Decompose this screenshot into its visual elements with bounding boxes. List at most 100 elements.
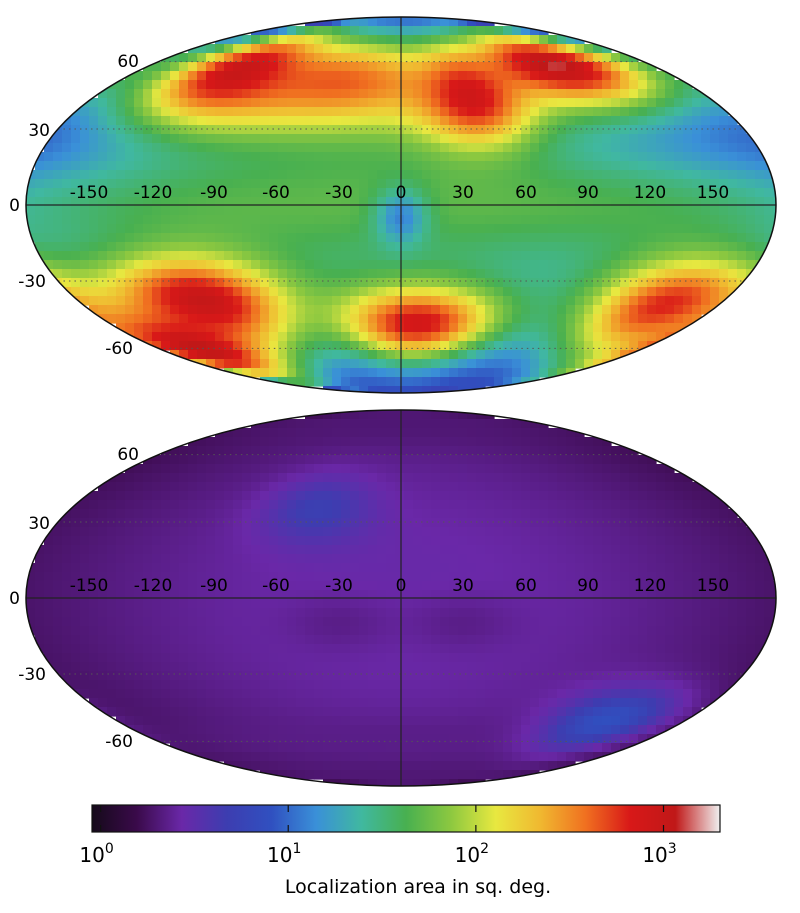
heatmap-cell xyxy=(629,509,639,519)
heatmap-cell xyxy=(170,53,180,63)
heatmap-cell xyxy=(179,536,189,546)
heatmap-cell xyxy=(278,377,288,387)
heatmap-cell xyxy=(458,386,468,393)
heatmap-cell xyxy=(539,44,549,54)
heatmap-cell xyxy=(701,617,711,627)
heatmap-cell xyxy=(152,608,162,618)
heatmap-cell xyxy=(449,350,459,360)
heatmap-cell xyxy=(359,332,369,342)
heatmap-cell xyxy=(485,419,495,429)
heatmap-cell xyxy=(377,188,387,198)
heatmap-cell xyxy=(341,518,351,528)
heatmap-cell xyxy=(332,581,342,591)
heatmap-cell xyxy=(440,116,450,126)
heatmap-cell xyxy=(449,446,459,456)
heatmap-cell xyxy=(530,464,540,474)
heatmap-cell xyxy=(602,572,612,582)
heatmap-cell xyxy=(512,197,522,207)
heatmap-cell xyxy=(683,161,693,171)
heatmap-cell xyxy=(107,260,117,270)
heatmap-cell xyxy=(278,599,288,609)
heatmap-cell xyxy=(62,287,72,297)
heatmap-cell xyxy=(413,482,423,492)
heatmap-cell xyxy=(476,635,486,645)
bottom-localization-map: -150 -120 -90 -60 -30 0 30 60 90 120 150… xyxy=(9,409,777,787)
heatmap-cell xyxy=(224,491,234,501)
heatmap-cell xyxy=(278,179,288,189)
heatmap-cell xyxy=(350,590,360,600)
heatmap-cell xyxy=(548,269,558,279)
heatmap-cell xyxy=(368,35,378,45)
heatmap-cell xyxy=(593,482,603,492)
heatmap-cell xyxy=(170,473,180,483)
heatmap-cell xyxy=(377,53,387,63)
heatmap-cell xyxy=(485,53,495,63)
heatmap-cell xyxy=(611,572,621,582)
heatmap-cell xyxy=(503,482,513,492)
heatmap-cell xyxy=(494,368,504,378)
heatmap-cell xyxy=(386,179,396,189)
heatmap-cell xyxy=(404,305,414,315)
heatmap-cell xyxy=(368,215,378,225)
heatmap-cell xyxy=(404,473,414,483)
heatmap-cell xyxy=(566,509,576,519)
heatmap-cell xyxy=(467,197,477,207)
heatmap-cell xyxy=(683,581,693,591)
heatmap-cell xyxy=(242,62,252,72)
heatmap-cell xyxy=(449,644,459,654)
heatmap-cell xyxy=(431,644,441,654)
heatmap-cell xyxy=(116,125,126,135)
heatmap-cell xyxy=(35,635,45,645)
heatmap-cell xyxy=(494,473,504,483)
heatmap-cell xyxy=(701,188,711,198)
heatmap-cell xyxy=(611,464,621,474)
heatmap-cell xyxy=(629,125,639,135)
heatmap-cell xyxy=(179,107,189,117)
heatmap-cell xyxy=(188,98,198,108)
heatmap-cell xyxy=(611,635,621,645)
heatmap-cell xyxy=(431,599,441,609)
heatmap-cell xyxy=(152,116,162,126)
heatmap-cell xyxy=(206,170,216,180)
heatmap-cell xyxy=(503,608,513,618)
heatmap-cell xyxy=(602,527,612,537)
heatmap-cell xyxy=(395,224,405,234)
heatmap-cell xyxy=(728,206,738,216)
heatmap-cell xyxy=(764,608,774,618)
heatmap-cell xyxy=(323,188,333,198)
heatmap-cell xyxy=(440,143,450,153)
heatmap-cell xyxy=(593,278,603,288)
heatmap-cell xyxy=(485,536,495,546)
heatmap-cell xyxy=(377,116,387,126)
heatmap-cell xyxy=(224,188,234,198)
heatmap-cell xyxy=(647,71,657,81)
heatmap-cell xyxy=(206,71,216,81)
heatmap-cell xyxy=(350,386,360,393)
heatmap-cell xyxy=(485,44,495,54)
heatmap-cell xyxy=(503,518,513,528)
heatmap-cell xyxy=(287,473,297,483)
heatmap-cell xyxy=(233,71,243,81)
heatmap-cell xyxy=(251,89,261,99)
heatmap-cell xyxy=(710,116,720,126)
heatmap-cell xyxy=(134,224,144,234)
heatmap-cell xyxy=(242,314,252,324)
heatmap-cell xyxy=(485,323,495,333)
heatmap-cell xyxy=(539,518,549,528)
heatmap-cell xyxy=(512,599,522,609)
heatmap-cell xyxy=(674,509,684,519)
heatmap-cell xyxy=(485,125,495,135)
heatmap-cell xyxy=(296,44,306,54)
heatmap-cell xyxy=(332,473,342,483)
heatmap-cell xyxy=(413,278,423,288)
heatmap-cell xyxy=(179,617,189,627)
heatmap-cell xyxy=(368,527,378,537)
heatmap-cell xyxy=(692,671,702,681)
heatmap-cell xyxy=(593,62,603,72)
heatmap-cell xyxy=(629,581,639,591)
heatmap-cell xyxy=(215,233,225,243)
heatmap-cell xyxy=(332,260,342,270)
heatmap-cell xyxy=(170,179,180,189)
heatmap-cell xyxy=(503,107,513,117)
heatmap-cell xyxy=(719,242,729,252)
